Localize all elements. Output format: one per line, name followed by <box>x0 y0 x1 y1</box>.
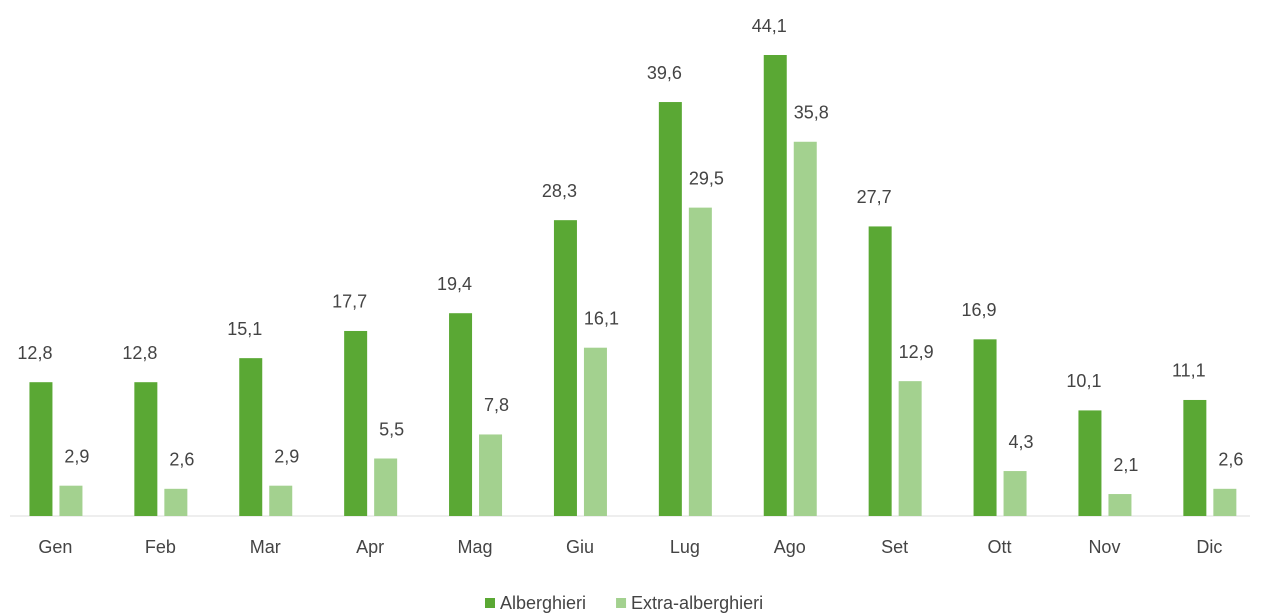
value-label: 39,6 <box>647 63 682 83</box>
value-label: 19,4 <box>437 274 472 294</box>
value-label: 15,1 <box>227 319 262 339</box>
bar <box>239 358 263 516</box>
bar <box>479 434 503 516</box>
legend-swatch <box>485 598 495 608</box>
bar <box>1078 410 1102 516</box>
bar <box>1108 494 1132 516</box>
bar <box>898 381 922 516</box>
bar <box>59 485 83 516</box>
legend-swatch <box>616 598 627 608</box>
value-label: 12,8 <box>17 343 52 363</box>
x-tick-label: Nov <box>1088 537 1120 557</box>
value-label: 7,8 <box>484 395 509 415</box>
bar <box>658 102 682 516</box>
bar <box>553 220 577 516</box>
value-label: 44,1 <box>752 16 787 36</box>
bar <box>1183 399 1207 516</box>
value-label: 4,3 <box>1009 432 1034 452</box>
bar <box>1213 488 1237 516</box>
x-tick-label: Mag <box>458 537 493 557</box>
value-label: 5,5 <box>379 419 404 439</box>
value-label: 10,1 <box>1066 371 1101 391</box>
value-label: 16,9 <box>962 300 997 320</box>
bar <box>973 339 997 516</box>
value-label: 12,8 <box>122 343 157 363</box>
x-tick-label: Mar <box>250 537 281 557</box>
value-label: 11,1 <box>1172 361 1206 381</box>
value-label: 2,9 <box>64 446 89 466</box>
value-label: 2,6 <box>169 450 194 470</box>
value-label: 2,6 <box>1218 450 1243 470</box>
value-label: 29,5 <box>689 168 724 188</box>
value-label: 27,7 <box>857 187 892 207</box>
x-tick-label: Gen <box>38 537 72 557</box>
x-tick-label: Ago <box>774 537 806 557</box>
value-label: 2,1 <box>1113 455 1138 475</box>
bar <box>688 207 712 516</box>
bar <box>868 226 892 517</box>
bar <box>793 141 817 517</box>
x-tick-label: Giu <box>566 537 594 557</box>
bar <box>164 488 188 516</box>
bar <box>449 313 473 516</box>
x-tick-label: Feb <box>145 537 176 557</box>
value-label: 2,9 <box>274 446 299 466</box>
bar <box>763 55 787 516</box>
bar <box>374 458 398 516</box>
value-label: 17,7 <box>332 292 367 312</box>
x-tick-label: Apr <box>356 537 384 557</box>
value-label: 28,3 <box>542 181 577 201</box>
legend-label: Alberghieri <box>500 593 586 613</box>
x-tick-label: Set <box>881 537 908 557</box>
x-tick-label: Lug <box>670 537 700 557</box>
value-label: 35,8 <box>794 103 829 123</box>
x-tick-label: Dic <box>1196 537 1222 557</box>
value-label: 16,1 <box>584 308 619 328</box>
bar <box>134 382 158 516</box>
bar <box>29 382 53 516</box>
x-tick-label: Ott <box>988 537 1012 557</box>
bar <box>583 347 607 516</box>
value-label: 12,9 <box>899 342 934 362</box>
bar <box>1003 471 1027 516</box>
bar <box>344 330 368 516</box>
legend-label: Extra-alberghieri <box>631 593 763 613</box>
bar <box>269 485 293 516</box>
